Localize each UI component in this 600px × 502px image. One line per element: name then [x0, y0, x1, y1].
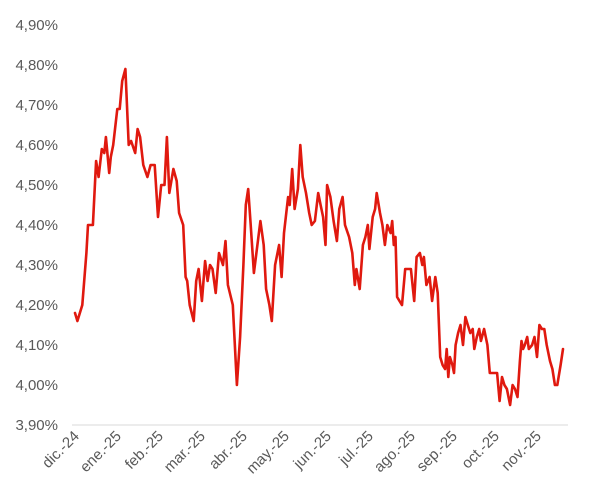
y-tick-label: 4,30% — [15, 257, 58, 274]
y-tick-label: 4,00% — [15, 377, 58, 394]
x-tick-label: dic.-24 — [39, 428, 83, 472]
y-tick-label: 4,40% — [15, 217, 58, 234]
series-line — [73, 67, 565, 407]
y-tick-label: 4,60% — [15, 137, 58, 154]
x-tick-label: sep.-25 — [413, 428, 460, 475]
y-tick-label: 4,90% — [15, 17, 58, 34]
x-tick-label: mar.-25 — [161, 428, 209, 476]
x-tick-label: feb.-25 — [122, 428, 167, 473]
x-tick-label: ago.-25 — [371, 428, 419, 476]
y-tick-label: 4,50% — [15, 177, 58, 194]
x-tick-label: nov.-25 — [498, 428, 545, 475]
x-axis-ticks: dic.-24ene.-25feb.-25mar.-25abr.-25may.-… — [39, 428, 545, 478]
x-tick-label: oct.-25 — [458, 428, 502, 472]
y-tick-label: 4,10% — [15, 337, 58, 354]
x-tick-label: ene.-25 — [77, 428, 125, 476]
y-tick-label: 4,70% — [15, 97, 58, 114]
y-axis-ticks: 3,90% 4,00% 4,10% 4,20% 4,30% 4,40% 4,50% 4,60%… — [15, 17, 58, 434]
series-lines — [73, 67, 565, 407]
x-tick-label: may.-25 — [243, 428, 293, 478]
x-tick-label: jun.-25 — [290, 428, 335, 473]
y-tick-label: 3,90% — [15, 417, 58, 434]
y-tick-label: 4,80% — [15, 57, 58, 74]
y-tick-label: 4,20% — [15, 297, 58, 314]
